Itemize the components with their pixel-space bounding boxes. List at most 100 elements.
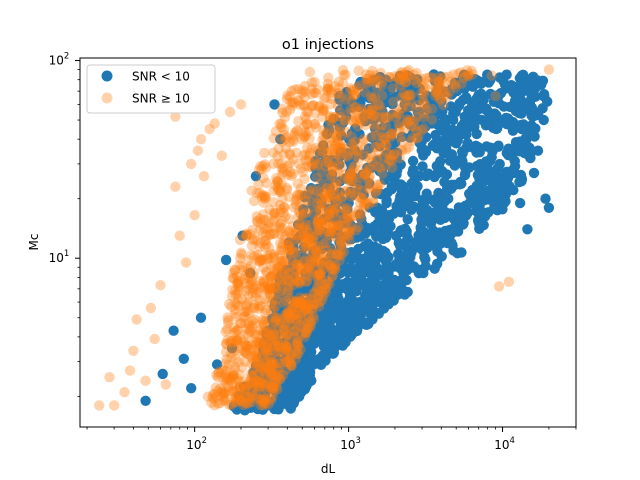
- data-point: [297, 225, 308, 237]
- data-point: [519, 147, 530, 159]
- data-point: [257, 314, 268, 326]
- data-point: [309, 244, 320, 255]
- data-point: [265, 374, 276, 385]
- data-point: [268, 207, 279, 218]
- data-point: [299, 100, 310, 111]
- data-point: [195, 134, 207, 145]
- data-point: [374, 71, 386, 83]
- data-point: [332, 248, 343, 260]
- data-point: [351, 286, 362, 297]
- data-point: [295, 253, 306, 264]
- data-point: [456, 247, 467, 258]
- data-point: [272, 332, 283, 343]
- data-point: [308, 293, 319, 304]
- data-point: [251, 280, 262, 291]
- data-point: [278, 124, 290, 135]
- data-point: [273, 143, 284, 154]
- data-point: [333, 247, 345, 258]
- data-point: [314, 101, 325, 112]
- data-point: [220, 365, 232, 376]
- data-point: [273, 369, 284, 380]
- data-point: [292, 333, 303, 345]
- data-point: [274, 186, 286, 198]
- data-point: [482, 69, 493, 80]
- data-point: [314, 224, 326, 235]
- data-point: [300, 292, 311, 304]
- data-point: [324, 320, 335, 332]
- data-point: [333, 167, 344, 178]
- data-point: [242, 348, 253, 360]
- data-point: [352, 106, 363, 117]
- data-point: [259, 393, 271, 404]
- data-point: [359, 169, 370, 181]
- data-point: [434, 78, 445, 89]
- data-point: [189, 210, 200, 221]
- data-point: [298, 294, 309, 305]
- data-point: [247, 370, 258, 381]
- data-point: [247, 224, 258, 236]
- data-point: [316, 197, 327, 209]
- data-point: [458, 69, 470, 81]
- data-point: [437, 200, 448, 211]
- data-point: [314, 296, 326, 308]
- data-point: [476, 76, 487, 88]
- data-point: [398, 188, 410, 199]
- data-point: [349, 117, 360, 128]
- data-point: [246, 249, 257, 261]
- data-point: [322, 83, 333, 94]
- data-point: [343, 174, 354, 185]
- data-point: [220, 358, 231, 369]
- data-point: [251, 235, 262, 246]
- data-point: [234, 381, 246, 392]
- data-point: [367, 109, 378, 121]
- data-point: [352, 183, 363, 195]
- data-point: [296, 297, 307, 309]
- data-point: [351, 102, 362, 113]
- data-point: [455, 67, 466, 78]
- data-point: [288, 320, 299, 331]
- y-axis-label: Mc: [27, 234, 41, 251]
- data-point: [311, 229, 323, 240]
- data-point: [336, 239, 347, 250]
- data-point: [538, 114, 549, 126]
- data-point: [442, 182, 453, 194]
- data-point: [383, 213, 395, 224]
- data-point: [494, 72, 505, 83]
- data-point: [346, 173, 358, 184]
- data-point: [300, 149, 311, 160]
- data-point: [406, 121, 417, 132]
- data-point: [240, 340, 252, 351]
- data-point: [186, 158, 197, 170]
- data-point: [295, 319, 306, 331]
- data-point: [357, 116, 368, 128]
- data-point: [291, 193, 302, 205]
- data-point: [332, 136, 343, 148]
- data-point: [276, 158, 287, 170]
- data-point: [401, 144, 412, 155]
- data-point: [257, 399, 269, 411]
- data-point: [268, 228, 279, 239]
- data-point: [253, 381, 265, 392]
- data-point: [283, 285, 294, 296]
- data-point: [257, 190, 268, 201]
- data-point: [306, 83, 318, 95]
- data-point: [445, 101, 457, 112]
- data-point: [254, 375, 265, 387]
- data-point: [336, 220, 347, 231]
- data-point: [232, 278, 243, 289]
- data-point: [131, 314, 142, 325]
- data-point: [479, 195, 490, 206]
- data-point: [377, 112, 388, 124]
- data-point: [301, 316, 312, 327]
- data-point: [259, 159, 271, 170]
- data-point: [335, 151, 346, 162]
- data-point: [233, 390, 244, 401]
- data-point: [406, 178, 417, 189]
- data-point: [355, 208, 366, 220]
- data-point: [298, 204, 309, 215]
- data-point: [362, 110, 373, 122]
- data-point: [309, 108, 321, 119]
- data-point: [308, 288, 319, 299]
- legend-label-snr-low: SNR < 10: [132, 70, 190, 84]
